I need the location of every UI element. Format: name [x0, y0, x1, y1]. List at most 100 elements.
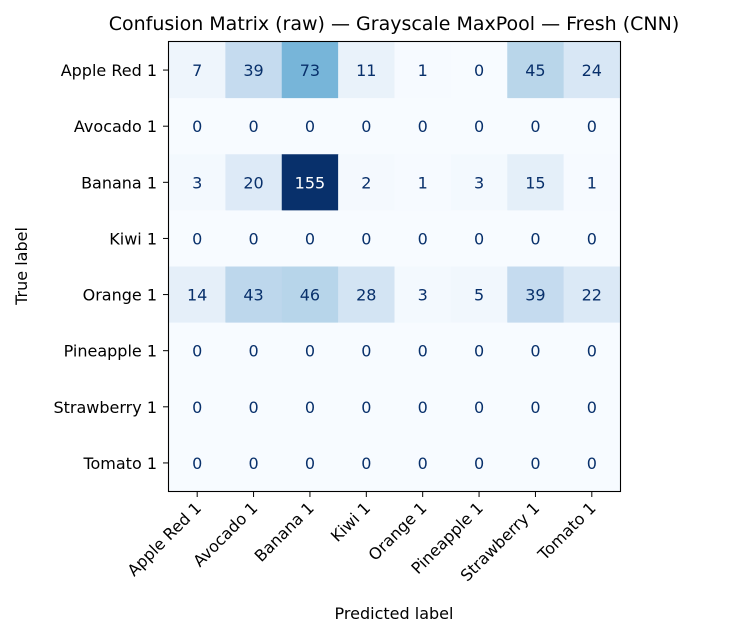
y-tick-label: Avocado 1 — [74, 117, 157, 136]
cell-value: 24 — [582, 61, 602, 80]
heatmap-cell — [563, 98, 621, 155]
heatmap-cell — [507, 154, 565, 211]
y-tick-label: Tomato 1 — [82, 454, 157, 473]
heatmap-cell — [507, 378, 565, 436]
cell-value: 0 — [587, 398, 597, 417]
heatmap-cell — [450, 154, 508, 211]
cell-value: 20 — [243, 173, 263, 192]
heatmap-cell — [394, 154, 452, 211]
heatmap-cell — [507, 42, 565, 99]
cell-value: 5 — [474, 286, 484, 305]
cell-value: 15 — [525, 173, 545, 192]
heatmap-cell — [225, 154, 283, 211]
heatmap-cell — [338, 210, 396, 268]
cell-value: 0 — [248, 229, 258, 248]
cell-value: 0 — [418, 342, 428, 361]
cell-value: 45 — [525, 61, 545, 80]
heatmap-cell — [225, 434, 283, 492]
heatmap-cell — [563, 154, 621, 211]
heatmap-cell — [507, 322, 565, 380]
cell-value: 1 — [418, 61, 428, 80]
y-tick-label: Banana 1 — [81, 173, 157, 192]
x-tick-label: Apple Red 1 — [123, 498, 205, 580]
heatmap-cell — [394, 378, 452, 436]
chart-title: Confusion Matrix (raw) — Grayscale MaxPo… — [109, 13, 680, 35]
heatmap-cell — [281, 434, 339, 492]
heatmap-cells — [169, 42, 621, 492]
cell-value: 3 — [192, 173, 202, 192]
cell-value: 0 — [418, 117, 428, 136]
cell-value: 0 — [530, 454, 540, 473]
heatmap-cell — [169, 322, 226, 380]
heatmap-cell — [225, 210, 283, 268]
cell-value: 0 — [418, 454, 428, 473]
heatmap-cell — [450, 434, 508, 492]
y-tick-label: Orange 1 — [83, 286, 157, 305]
cell-value: 0 — [361, 342, 371, 361]
cell-value-labels: 7 39 73 11 1 0 45 240 0 0 0 0 0 0 03 20 155 2 1 3 15 10 0 0 0 0 0 0… — [187, 61, 602, 473]
heatmap-cell — [450, 42, 508, 99]
heatmap-cell — [169, 98, 226, 155]
heatmap-cell — [281, 210, 339, 268]
cell-value: 73 — [300, 61, 320, 80]
cell-value: 0 — [248, 398, 258, 417]
heatmap-cell — [281, 42, 339, 99]
heatmap-cell — [450, 378, 508, 436]
cell-value: 0 — [418, 398, 428, 417]
cell-value: 0 — [361, 454, 371, 473]
heatmap-cell — [225, 42, 283, 99]
heatmap-cell — [394, 42, 452, 99]
cell-value: 0 — [530, 398, 540, 417]
y-axis-ticks: Apple Red 1 Avocado 1 Banana 1 Kiwi 1 Orange… — [53, 61, 169, 473]
heatmap-cell — [225, 266, 283, 324]
plot-frame — [167, 40, 622, 493]
cell-value: 0 — [530, 342, 540, 361]
cell-value: 0 — [587, 229, 597, 248]
x-tick-label: Tomato 1 — [533, 498, 599, 564]
heatmap-cell — [450, 210, 508, 268]
x-axis-label: Predicted label — [335, 604, 454, 623]
y-axis-label: True label — [12, 227, 31, 306]
cell-value: 11 — [356, 61, 376, 80]
cell-value: 0 — [418, 229, 428, 248]
heatmap-cell — [394, 210, 452, 268]
cell-value: 0 — [192, 117, 202, 136]
cell-value: 39 — [243, 61, 263, 80]
x-tick-label: Kiwi 1 — [327, 498, 374, 545]
cell-value: 46 — [300, 286, 320, 305]
cell-value: 3 — [418, 286, 428, 305]
cell-value: 0 — [305, 398, 315, 417]
heatmap-cell — [563, 322, 621, 380]
y-tick-label: Kiwi 1 — [109, 229, 157, 248]
heatmap-cell — [394, 434, 452, 492]
y-tick-label: Apple Red 1 — [61, 61, 157, 80]
heatmap-cell — [169, 266, 226, 324]
cell-value: 0 — [248, 117, 258, 136]
heatmap-cell — [394, 322, 452, 380]
heatmap-cell — [563, 42, 621, 99]
heatmap-cell — [169, 154, 226, 211]
heatmap-cell — [338, 378, 396, 436]
cell-value: 0 — [305, 454, 315, 473]
cell-value: 28 — [356, 286, 376, 305]
cell-value: 0 — [192, 454, 202, 473]
cell-value: 7 — [192, 61, 202, 80]
cell-value: 39 — [525, 286, 545, 305]
cell-value: 0 — [305, 117, 315, 136]
heatmap-cell — [169, 378, 226, 436]
cell-value: 0 — [361, 229, 371, 248]
heatmap-cell — [507, 266, 565, 324]
x-tick-label: Banana 1 — [251, 498, 318, 565]
cell-value: 0 — [192, 398, 202, 417]
cell-value: 0 — [305, 342, 315, 361]
heatmap-cell — [281, 378, 339, 436]
cell-value: 22 — [582, 286, 602, 305]
heatmap-cell — [450, 266, 508, 324]
heatmap-cell — [450, 322, 508, 380]
y-tick-label: Strawberry 1 — [53, 398, 157, 417]
cell-value: 0 — [248, 454, 258, 473]
heatmap-cell — [563, 210, 621, 268]
